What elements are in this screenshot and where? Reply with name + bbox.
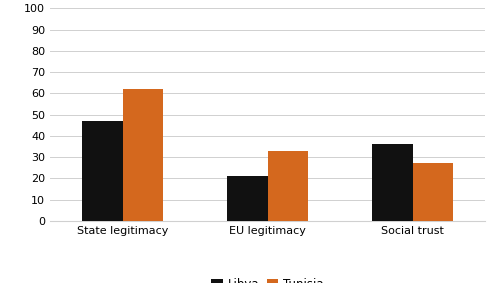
Bar [227,176,268,221]
Legend: Libya, Tunisia: Libya, Tunisia [206,273,328,283]
Bar [122,89,163,221]
Bar [82,121,122,221]
Bar [412,164,453,221]
Bar [268,151,308,221]
Bar [372,144,412,221]
